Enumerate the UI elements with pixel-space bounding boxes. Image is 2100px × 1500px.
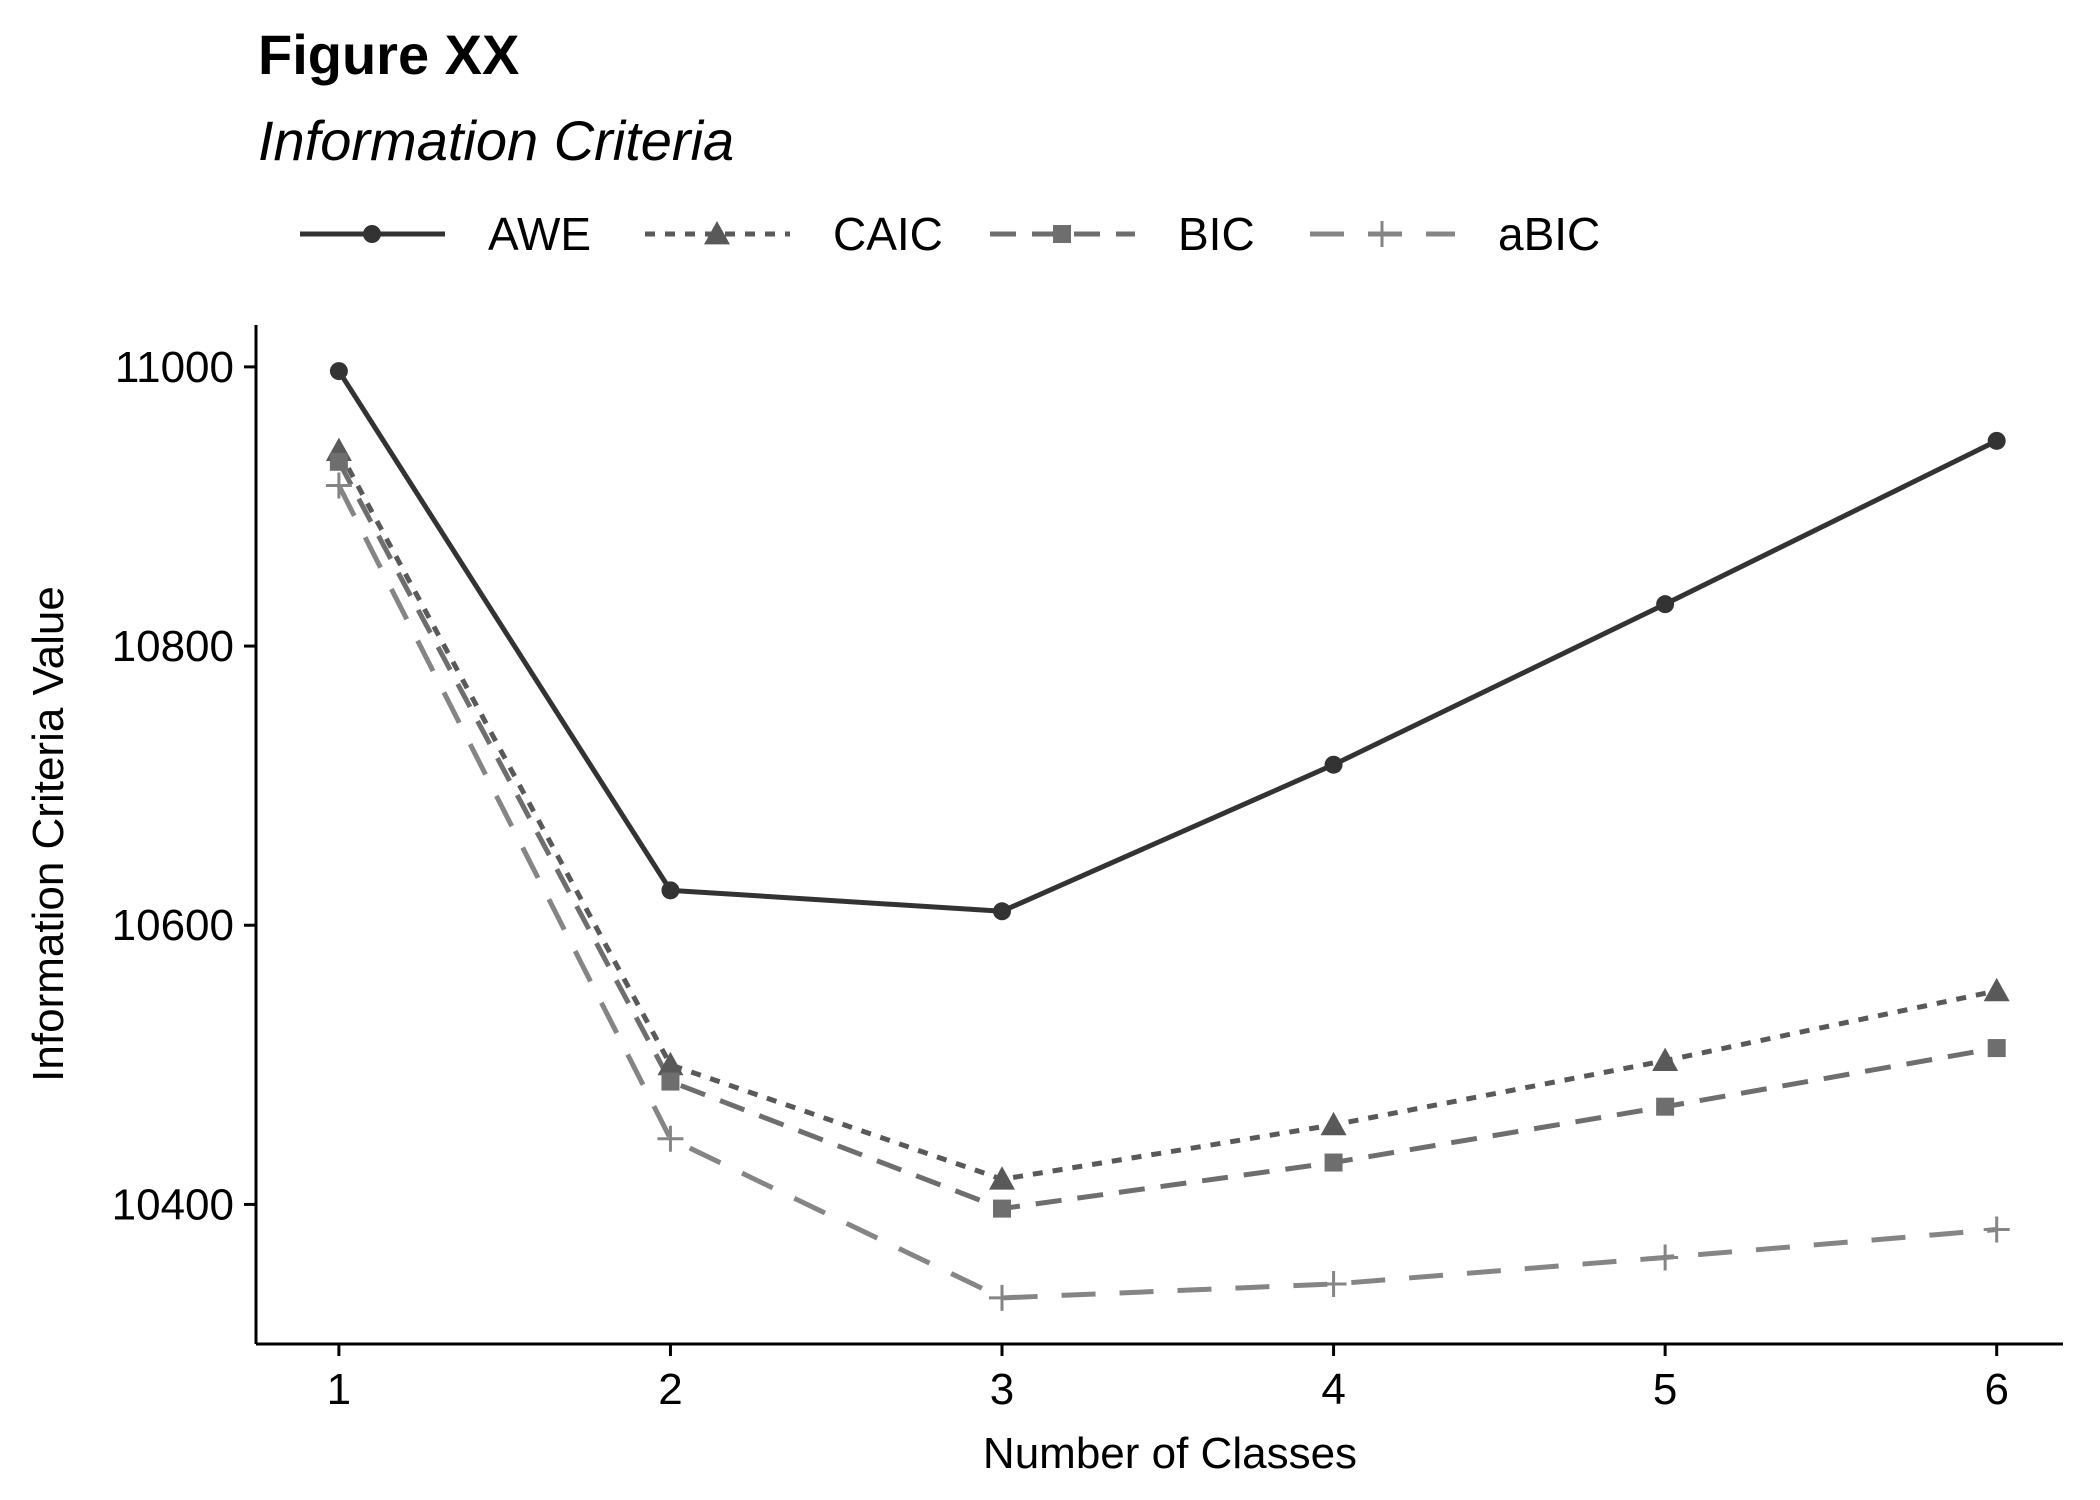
data-point-awe — [661, 881, 680, 900]
data-point-bic — [993, 1199, 1012, 1218]
series-line-bic — [336, 460, 1998, 1212]
legend-marker-abic — [1369, 221, 1395, 247]
data-point-caic — [1652, 1047, 1679, 1072]
data-point-abic — [989, 1284, 1016, 1311]
series-line-caic — [336, 449, 1998, 1182]
data-point-caic — [1320, 1111, 1347, 1136]
axis-ticks: 10400 10600 10800 11000 1 2 3 4 5 6 — [112, 343, 2009, 1414]
x-tick-label: 3 — [990, 1365, 1014, 1414]
data-point-awe — [1987, 431, 2006, 450]
series-line-awe — [336, 369, 1998, 914]
data-point-bic — [661, 1072, 680, 1091]
legend-marker-bic — [1053, 225, 1071, 243]
y-tick-label: 10800 — [112, 622, 234, 671]
series-line-abic — [336, 484, 1997, 1301]
data-point-awe — [329, 362, 348, 381]
figure-subtitle: Information Criteria — [258, 109, 735, 172]
x-tick-label: 6 — [1984, 1365, 2008, 1414]
data-point-awe — [993, 902, 1012, 921]
y-axis-title: Information Criteria Value — [24, 586, 73, 1082]
data-point-abic — [1320, 1270, 1347, 1297]
data-point-awe — [1324, 755, 1343, 774]
x-axis-title: Number of Classes — [983, 1429, 1357, 1478]
x-tick-label: 2 — [658, 1365, 682, 1414]
legend-label-caic: CAIC — [833, 208, 943, 260]
data-point-bic — [1656, 1097, 1675, 1116]
legend-label-bic: BIC — [1178, 208, 1255, 260]
legend-marker-awe — [363, 225, 381, 243]
y-tick-label: 10400 — [112, 1180, 234, 1229]
x-tick-label: 1 — [327, 1365, 351, 1414]
series-lines — [336, 369, 1998, 1301]
data-point-caic — [1983, 977, 2010, 1002]
data-point-bic — [329, 452, 348, 471]
legend-label-abic: aBIC — [1498, 208, 1600, 260]
data-point-abic — [657, 1125, 684, 1152]
chart-legend: AWE CAIC BIC aBIC — [300, 208, 1600, 260]
y-tick-label: 11000 — [115, 343, 234, 392]
x-tick-label: 4 — [1321, 1365, 1345, 1414]
data-point-abic — [325, 472, 352, 499]
data-point-bic — [1324, 1153, 1343, 1172]
legend-label-awe: AWE — [488, 208, 591, 260]
data-point-caic — [989, 1166, 1016, 1190]
data-point-bic — [1987, 1039, 2006, 1058]
data-point-caic — [657, 1051, 684, 1076]
data-point-abic — [1983, 1216, 2010, 1243]
legend-marker-caic — [704, 221, 730, 245]
chart-axes — [254, 325, 2063, 1346]
figure-title: Figure XX — [258, 23, 520, 86]
y-tick-label: 10600 — [112, 901, 234, 950]
series-markers — [325, 362, 2010, 1311]
data-point-awe — [1656, 595, 1675, 614]
x-tick-label: 5 — [1653, 1365, 1677, 1414]
data-point-abic — [1652, 1244, 1679, 1271]
